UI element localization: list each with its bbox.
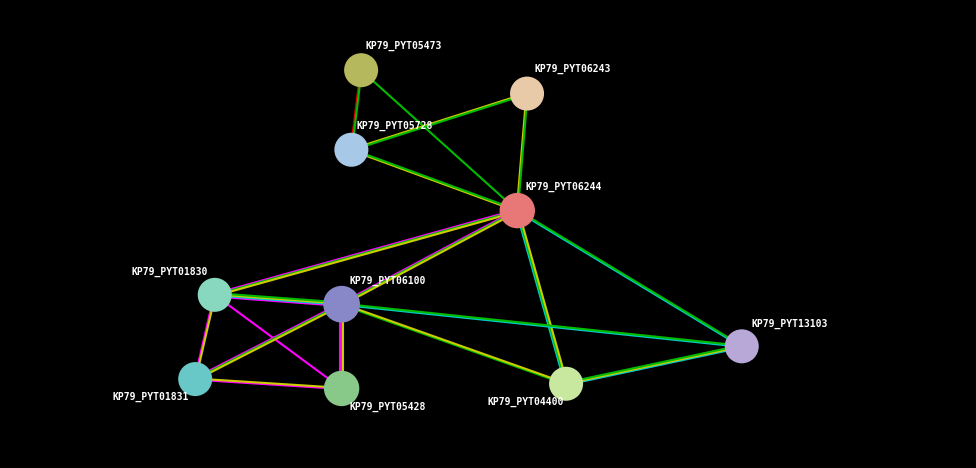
Text: KP79_PYT04400: KP79_PYT04400: [488, 397, 564, 407]
Text: KP79_PYT01831: KP79_PYT01831: [112, 392, 188, 402]
Text: KP79_PYT13103: KP79_PYT13103: [752, 318, 828, 329]
Point: [334, 300, 349, 308]
Point: [519, 90, 535, 97]
Text: KP79_PYT01830: KP79_PYT01830: [132, 267, 208, 277]
Text: KP79_PYT05473: KP79_PYT05473: [366, 40, 442, 51]
Text: KP79_PYT06244: KP79_PYT06244: [525, 182, 601, 192]
Point: [187, 375, 203, 383]
Text: KP79_PYT05728: KP79_PYT05728: [356, 121, 432, 131]
Point: [558, 380, 574, 388]
Point: [207, 291, 223, 299]
Point: [353, 66, 369, 74]
Point: [334, 385, 349, 392]
Point: [509, 207, 525, 214]
Point: [344, 146, 359, 154]
Text: KP79_PYT06243: KP79_PYT06243: [535, 64, 611, 74]
Point: [734, 343, 750, 350]
Text: KP79_PYT06100: KP79_PYT06100: [349, 276, 426, 286]
Text: KP79_PYT05428: KP79_PYT05428: [349, 402, 426, 412]
